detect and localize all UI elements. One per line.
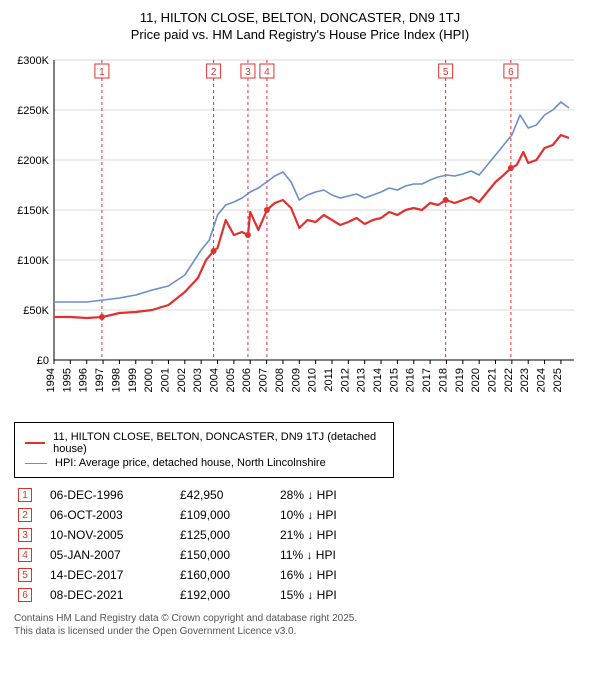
legend: 11, HILTON CLOSE, BELTON, DONCASTER, DN9… [14, 422, 394, 478]
svg-text:1: 1 [99, 67, 105, 78]
transaction-date: 10-NOV-2005 [50, 528, 180, 542]
transaction-delta: 28% ↓ HPI [280, 488, 400, 502]
svg-text:2004: 2004 [209, 368, 221, 392]
svg-text:2016: 2016 [405, 368, 417, 392]
svg-text:1996: 1996 [78, 368, 90, 392]
transaction-marker: 5 [18, 568, 32, 582]
legend-item: 11, HILTON CLOSE, BELTON, DONCASTER, DN9… [25, 431, 383, 455]
transaction-delta: 10% ↓ HPI [280, 508, 400, 522]
svg-text:£300K: £300K [17, 55, 49, 67]
svg-text:£0: £0 [37, 355, 49, 367]
legend-swatch [25, 463, 47, 464]
transaction-date: 06-DEC-1996 [50, 488, 180, 502]
svg-text:£150K: £150K [17, 205, 49, 217]
svg-text:2002: 2002 [176, 368, 188, 392]
svg-text:2010: 2010 [307, 368, 319, 392]
svg-text:4: 4 [264, 67, 270, 78]
footer-line1: Contains HM Land Registry data © Crown c… [14, 612, 586, 625]
legend-swatch [25, 442, 45, 444]
transaction-delta: 15% ↓ HPI [280, 588, 400, 602]
svg-text:2024: 2024 [536, 368, 548, 392]
svg-text:2003: 2003 [192, 368, 204, 392]
svg-text:3: 3 [245, 67, 251, 78]
svg-text:2011: 2011 [323, 368, 335, 392]
svg-text:2018: 2018 [437, 368, 449, 392]
svg-text:2005: 2005 [225, 368, 237, 392]
transaction-marker: 4 [18, 548, 32, 562]
svg-text:2008: 2008 [274, 368, 286, 392]
svg-text:1997: 1997 [94, 368, 106, 392]
svg-text:2012: 2012 [339, 368, 351, 392]
svg-text:£200K: £200K [17, 155, 49, 167]
legend-label: 11, HILTON CLOSE, BELTON, DONCASTER, DN9… [53, 431, 383, 455]
transaction-price: £125,000 [180, 528, 280, 542]
transaction-marker: 1 [18, 488, 32, 502]
svg-text:2: 2 [211, 67, 217, 78]
legend-label: HPI: Average price, detached house, Nort… [55, 457, 326, 469]
svg-text:2022: 2022 [503, 368, 515, 392]
transaction-row: 2 06-OCT-2003£109,00010% ↓ HPI [14, 508, 586, 522]
transaction-date: 06-OCT-2003 [50, 508, 180, 522]
svg-text:5: 5 [443, 67, 449, 78]
svg-text:2014: 2014 [372, 368, 384, 392]
chart-title: 11, HILTON CLOSE, BELTON, DONCASTER, DN9… [14, 10, 586, 42]
svg-text:2021: 2021 [487, 368, 499, 392]
svg-text:£50K: £50K [23, 305, 49, 317]
transaction-row: 4 05-JAN-2007£150,00011% ↓ HPI [14, 548, 586, 562]
svg-text:2020: 2020 [470, 368, 482, 392]
price-chart: £0 £50K £100K £150K £200K £250K £300K 1994 1995 1… [14, 50, 586, 410]
transaction-marker: 3 [18, 528, 32, 542]
transaction-row: 3 10-NOV-2005£125,00021% ↓ HPI [14, 528, 586, 542]
transaction-table: 1 06-DEC-1996£42,95028% ↓ HPI 2 06-OCT-2003… [14, 488, 586, 602]
svg-text:6: 6 [508, 67, 514, 78]
title-line2: Price paid vs. HM Land Registry's House … [14, 27, 586, 42]
svg-text:2013: 2013 [356, 368, 368, 392]
transaction-price: £160,000 [180, 568, 280, 582]
title-line1: 11, HILTON CLOSE, BELTON, DONCASTER, DN9… [14, 10, 586, 25]
legend-item: HPI: Average price, detached house, Nort… [25, 457, 383, 469]
svg-text:2025: 2025 [552, 368, 564, 392]
svg-text:2007: 2007 [258, 368, 270, 392]
svg-text:2015: 2015 [388, 368, 400, 392]
svg-text:2009: 2009 [290, 368, 302, 392]
transaction-price: £192,000 [180, 588, 280, 602]
svg-text:2019: 2019 [454, 368, 466, 392]
transaction-marker: 6 [18, 588, 32, 602]
footer-line2: This data is licensed under the Open Gov… [14, 625, 586, 638]
svg-text:2023: 2023 [519, 368, 531, 392]
svg-text:1995: 1995 [61, 368, 73, 392]
svg-text:1998: 1998 [110, 368, 122, 392]
transaction-delta: 11% ↓ HPI [280, 548, 400, 562]
transaction-date: 14-DEC-2017 [50, 568, 180, 582]
transaction-row: 5 14-DEC-2017£160,00016% ↓ HPI [14, 568, 586, 582]
svg-text:1999: 1999 [127, 368, 139, 392]
svg-text:£250K: £250K [17, 105, 49, 117]
transaction-delta: 16% ↓ HPI [280, 568, 400, 582]
transaction-price: £42,950 [180, 488, 280, 502]
transaction-row: 1 06-DEC-1996£42,95028% ↓ HPI [14, 488, 586, 502]
svg-text:1994: 1994 [45, 368, 57, 392]
transaction-row: 6 08-DEC-2021£192,00015% ↓ HPI [14, 588, 586, 602]
footer-notice: Contains HM Land Registry data © Crown c… [14, 612, 586, 638]
transaction-date: 05-JAN-2007 [50, 548, 180, 562]
transaction-date: 08-DEC-2021 [50, 588, 180, 602]
svg-text:£100K: £100K [17, 255, 49, 267]
transaction-price: £150,000 [180, 548, 280, 562]
svg-text:2001: 2001 [159, 368, 171, 392]
svg-text:2006: 2006 [241, 368, 253, 392]
transaction-delta: 21% ↓ HPI [280, 528, 400, 542]
transaction-price: £109,000 [180, 508, 280, 522]
svg-text:2000: 2000 [143, 368, 155, 392]
transaction-marker: 2 [18, 508, 32, 522]
svg-text:2017: 2017 [421, 368, 433, 392]
